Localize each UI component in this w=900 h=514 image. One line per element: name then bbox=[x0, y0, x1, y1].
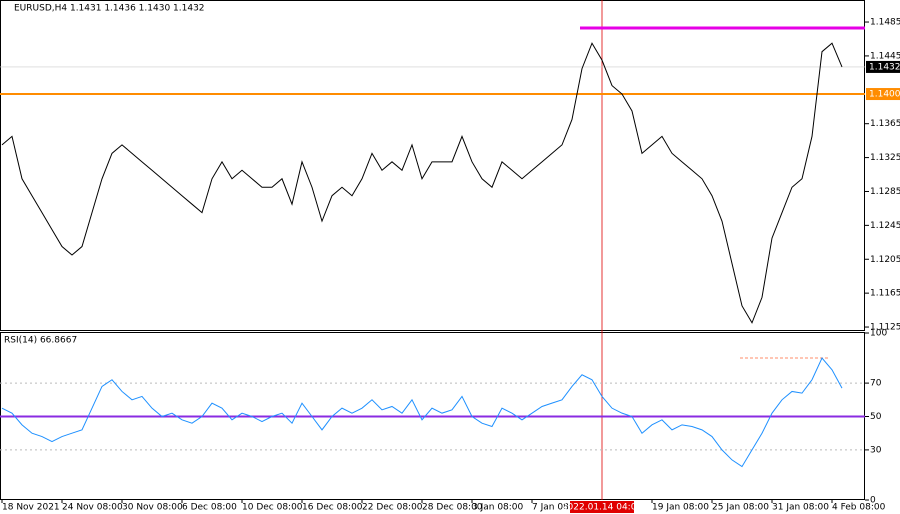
x-tick-label: 30 Nov 08:00 bbox=[122, 503, 183, 513]
x-tick-label: 18 Nov 2021 bbox=[2, 503, 60, 513]
y-tick-label: 1.1365 bbox=[870, 119, 900, 129]
y-tick-label: 1.1285 bbox=[870, 187, 900, 197]
y-tick-label: 70 bbox=[870, 379, 882, 389]
y-tick-label: 1.1165 bbox=[870, 289, 900, 299]
x-tick-label: 16 Dec 08:00 bbox=[302, 503, 363, 513]
x-tick-label: 25 Jan 08:00 bbox=[712, 503, 769, 513]
x-tick-label: 24 Nov 08:00 bbox=[62, 503, 123, 513]
series-line bbox=[1, 42, 843, 324]
y-tick-label: 100 bbox=[870, 329, 887, 339]
y-tick-label: 1.1325 bbox=[870, 153, 900, 163]
x-tick-label: 2022.01.14 04:00 bbox=[562, 503, 643, 513]
x-tick-label: 22 Dec 08:00 bbox=[362, 503, 423, 513]
price-label-bg bbox=[866, 60, 900, 73]
y-tick-label: 1.1485 bbox=[870, 18, 900, 28]
y-tick-label: 1.1125 bbox=[870, 323, 900, 333]
y-tick-label: 1.1445 bbox=[870, 51, 900, 61]
y-tick-label: 50 bbox=[870, 412, 882, 422]
x-tick-label: 10 Dec 08:00 bbox=[242, 503, 303, 513]
y-tick-label: 1.1205 bbox=[870, 255, 900, 265]
x-tick-label: 28 Dec 08:00 bbox=[422, 503, 483, 513]
price-title: EURUSD,H4 1.1431 1.1436 1.1430 1.1432 bbox=[14, 4, 205, 14]
level-label-bg bbox=[866, 88, 900, 101]
x-tick-label: 3 Jan 08:00 bbox=[472, 503, 524, 513]
level-label: 1.1400 bbox=[869, 90, 900, 100]
series-line bbox=[1, 357, 843, 468]
highlight-label-bg bbox=[570, 501, 634, 513]
price-panel bbox=[0, 0, 865, 331]
y-tick-label: 0 bbox=[870, 496, 876, 506]
y-tick-label: 1.1245 bbox=[870, 221, 900, 231]
y-tick-label: 30 bbox=[870, 445, 882, 455]
price-label: 1.1432 bbox=[869, 62, 900, 72]
x-tick-label: 4 Feb 08:00 bbox=[832, 503, 886, 513]
x-tick-label: 6 Dec 08:00 bbox=[182, 503, 237, 513]
x-tick-label: 19 Jan 08:00 bbox=[652, 503, 709, 513]
rsi-title: RSI(14) 66.8667 bbox=[4, 336, 77, 346]
x-tick-label: 7 Jan 08:00 bbox=[532, 503, 584, 513]
x-tick-label: 31 Jan 08:00 bbox=[772, 503, 829, 513]
